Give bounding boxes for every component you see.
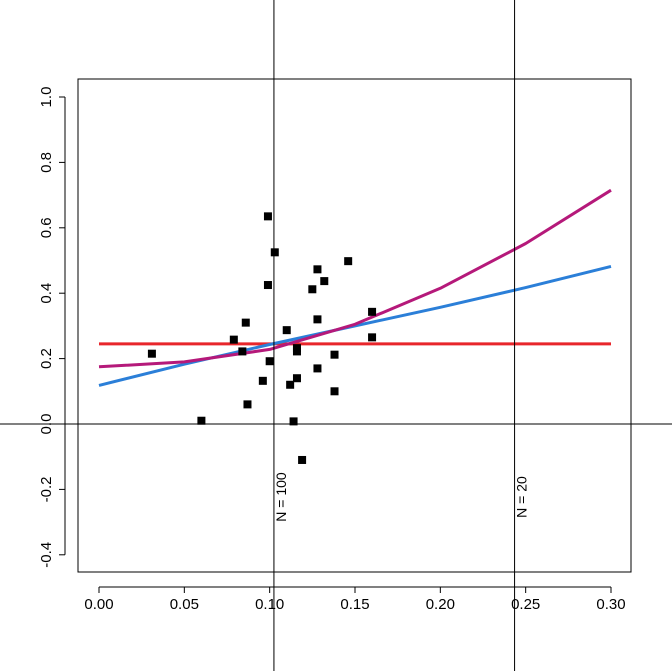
data-point bbox=[368, 307, 377, 316]
x-tick-label: 0.10 bbox=[255, 596, 284, 613]
reference-line-label: N = 100 bbox=[273, 472, 289, 522]
series-group bbox=[98, 188, 612, 387]
data-point bbox=[292, 347, 301, 356]
data-point bbox=[298, 455, 307, 464]
y-tick-label: 0.6 bbox=[38, 217, 55, 238]
plot-frame bbox=[77, 78, 632, 573]
data-point bbox=[197, 416, 206, 425]
data-point bbox=[229, 335, 238, 344]
data-point bbox=[238, 347, 247, 356]
points-group bbox=[147, 212, 377, 464]
y-tick-label: 0.4 bbox=[38, 283, 55, 304]
data-point bbox=[313, 315, 322, 324]
x-tick-label: 0.05 bbox=[170, 596, 199, 613]
y-tick-label: -0.4 bbox=[38, 542, 55, 568]
data-point bbox=[258, 376, 267, 385]
data-point bbox=[270, 248, 279, 257]
series-line-3 bbox=[98, 188, 612, 369]
data-point bbox=[330, 387, 339, 396]
x-tick-label: 0.30 bbox=[596, 596, 625, 613]
data-point bbox=[344, 257, 353, 266]
data-point bbox=[320, 277, 329, 286]
x-tick-label: 0.00 bbox=[84, 596, 113, 613]
data-point bbox=[286, 380, 295, 389]
axes-group: 0.00 0.05 0.10 0.15 0.20 0.25 0.30-0.4-0.20.00… bbox=[38, 78, 632, 613]
data-point bbox=[313, 265, 322, 274]
y-tick-label: 1.0 bbox=[38, 87, 55, 108]
series-line-2 bbox=[98, 264, 612, 387]
data-point bbox=[292, 374, 301, 383]
x-tick-label: 0.15 bbox=[340, 596, 369, 613]
data-point bbox=[368, 333, 377, 342]
data-point bbox=[289, 417, 298, 426]
x-tick-label: 0.25 bbox=[511, 596, 540, 613]
data-point bbox=[147, 349, 156, 358]
data-point bbox=[243, 400, 252, 409]
x-tick-label: 0.20 bbox=[426, 596, 455, 613]
data-point bbox=[263, 281, 272, 290]
data-point bbox=[330, 350, 339, 359]
reference-line-label: N = 20 bbox=[514, 476, 530, 518]
y-tick-label: -0.2 bbox=[38, 476, 55, 502]
data-point bbox=[265, 357, 274, 366]
data-point bbox=[282, 326, 291, 335]
data-point bbox=[308, 285, 317, 294]
data-point bbox=[263, 212, 272, 221]
data-point bbox=[241, 318, 250, 327]
y-tick-label: 0.8 bbox=[38, 152, 55, 173]
y-tick-label: 0.2 bbox=[38, 348, 55, 369]
data-point bbox=[313, 364, 322, 373]
